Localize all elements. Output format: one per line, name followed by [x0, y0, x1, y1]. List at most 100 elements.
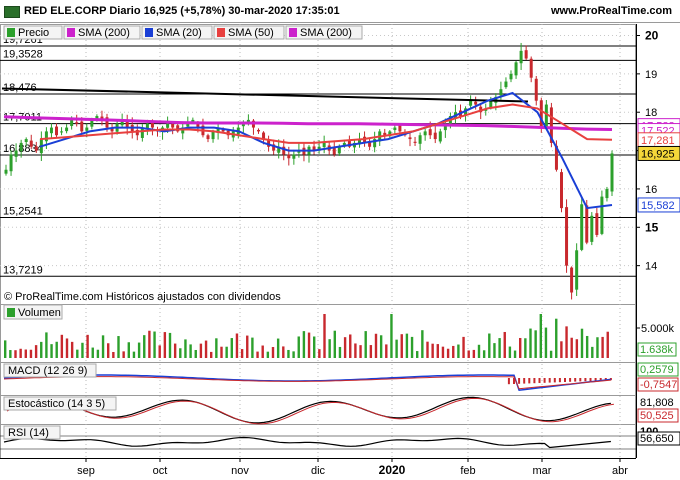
- candle-body: [519, 50, 523, 64]
- candle-body: [443, 123, 447, 131]
- volume-bar: [230, 338, 233, 358]
- rsi-value: 56,650: [640, 433, 674, 445]
- volume-bar: [333, 330, 336, 358]
- y-tick-label: 16: [645, 184, 657, 196]
- volume-bar: [323, 314, 326, 358]
- last-price-box: [637, 145, 680, 161]
- candle-body: [24, 139, 28, 142]
- candle-body: [206, 135, 210, 140]
- y-tick-label: 18: [645, 107, 657, 119]
- candle-body: [393, 127, 397, 131]
- volume-bar: [349, 334, 352, 358]
- legend-item-label: SMA (50): [228, 27, 274, 39]
- candle-body: [55, 126, 58, 136]
- stochastic-d-line: [6, 397, 614, 425]
- candle-body: [605, 188, 609, 199]
- volume-bar: [24, 349, 27, 358]
- volume-bar: [529, 328, 532, 358]
- y-tick-label: 19: [645, 69, 657, 81]
- x-tick-label: nov: [231, 465, 249, 477]
- legend-item-box: [63, 25, 141, 40]
- candle-body: [474, 101, 478, 105]
- candle-body: [317, 146, 321, 150]
- candle-body: [70, 119, 74, 126]
- flag-icon: [4, 6, 20, 18]
- legend-swatch: [217, 28, 225, 37]
- volume-last-label: 1.638k: [640, 344, 674, 356]
- candle-body: [100, 116, 104, 120]
- legend-item-box: [285, 25, 363, 40]
- volume-bar: [143, 335, 146, 358]
- candle-body: [287, 154, 291, 159]
- stochastic-value: 50,525: [640, 410, 674, 422]
- stochastic-value: 81,808: [640, 397, 674, 409]
- candle-body: [438, 131, 442, 142]
- legend-swatch: [289, 28, 297, 37]
- macd-histogram-bar: [564, 378, 566, 382]
- volume-bar: [122, 351, 125, 358]
- volume-bar: [55, 341, 58, 358]
- rsi-title: RSI (14): [8, 427, 49, 439]
- volume-bar: [379, 335, 383, 358]
- volume-bar: [374, 333, 378, 358]
- volume-bar: [560, 341, 563, 358]
- site-link[interactable]: www.ProRealTime.com: [550, 5, 672, 17]
- volume-last-box: [637, 342, 677, 357]
- sma-line: [3, 115, 613, 131]
- volume-bar: [60, 334, 64, 358]
- macd-histogram-bar: [599, 378, 602, 381]
- volume-bar: [369, 345, 373, 358]
- volume-bar: [565, 326, 568, 358]
- volume-bar: [519, 337, 522, 358]
- volume-bar: [570, 337, 573, 358]
- volume-bar: [107, 343, 110, 358]
- volume-tick-label: 5.000k: [641, 323, 675, 335]
- candle-body: [297, 150, 301, 153]
- candle-body: [241, 123, 245, 127]
- macd-histogram-bar: [609, 378, 612, 381]
- volume-bar: [462, 336, 465, 358]
- candle-body: [186, 123, 190, 127]
- legend-item-box: [213, 25, 285, 40]
- candle-body: [479, 106, 483, 113]
- volume-bar: [477, 344, 481, 358]
- candle-body: [85, 127, 89, 131]
- stochastic-value-box: [637, 408, 679, 423]
- candle-body: [433, 132, 437, 140]
- candle-body: [595, 213, 599, 235]
- volume-bar: [426, 341, 429, 358]
- macd-histogram-bar: [528, 378, 531, 384]
- candle-body: [347, 140, 351, 147]
- volume-bar: [271, 347, 275, 358]
- volume-bar: [112, 351, 115, 358]
- volume-bar: [482, 350, 486, 358]
- volume-bar: [276, 338, 280, 358]
- volume-bar: [596, 337, 599, 358]
- volume-swatch: [7, 308, 15, 317]
- volume-bar: [117, 336, 120, 358]
- volume-title: Volumen: [18, 307, 61, 319]
- volume-bar: [591, 346, 594, 358]
- legend-swatch: [7, 28, 15, 37]
- volume-bar: [86, 334, 89, 358]
- candle-body: [560, 172, 563, 209]
- candle-body: [150, 122, 154, 128]
- candle-body: [80, 121, 84, 132]
- macd-histogram-bar: [569, 378, 572, 382]
- legend-item-label: SMA (200): [300, 27, 352, 39]
- candle-body: [554, 145, 558, 170]
- volume-bar: [606, 331, 609, 358]
- candle-body: [322, 142, 326, 148]
- candle-body: [246, 119, 250, 123]
- candle-body: [499, 89, 503, 96]
- candle-body: [358, 139, 361, 145]
- chart-header: RED ELE.CORP Diario 16,925 (+5,78%) 30-m…: [0, 0, 680, 23]
- candle-body: [524, 50, 528, 59]
- candle-body: [292, 154, 296, 159]
- volume-bar: [297, 336, 300, 358]
- candle-body: [166, 123, 170, 128]
- macd-title-box: [3, 363, 97, 378]
- candle-body: [65, 127, 69, 132]
